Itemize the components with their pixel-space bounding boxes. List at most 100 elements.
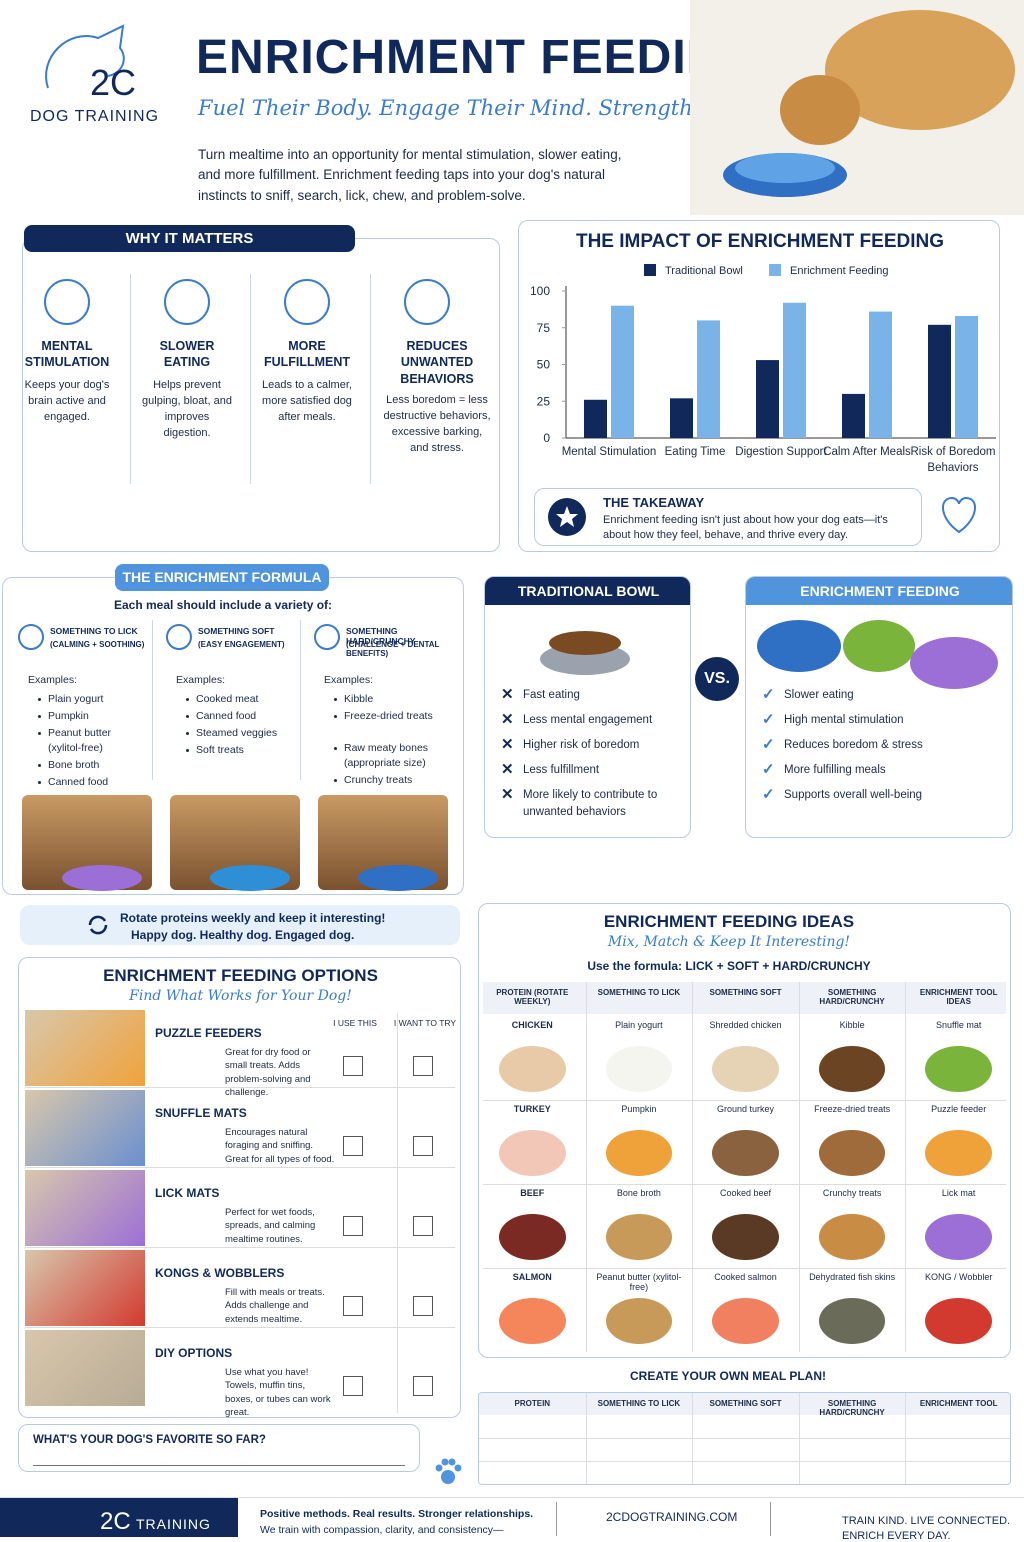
bullet	[334, 747, 337, 750]
footer-slogan1: TRAIN KIND. LIVE CONNECTED.	[842, 1515, 1011, 1527]
food-image	[712, 1046, 779, 1092]
icon-shape	[44, 279, 90, 325]
divider	[370, 274, 371, 484]
option-name: LICK MATS	[155, 1186, 220, 1200]
ideas-box: ENRICHMENT FEEDING IDEAS Mix, Match & Ke…	[478, 903, 1011, 1358]
bar	[697, 320, 720, 438]
list-item: More likely to contribute to unwanted be…	[523, 789, 658, 818]
rotate-icon	[88, 915, 108, 935]
checkbox[interactable]	[413, 1216, 433, 1236]
column-divider	[692, 982, 694, 1352]
example: Crunchy treats	[344, 774, 413, 786]
column-header: I USE THIS	[333, 1018, 377, 1028]
y-tick-label: 100	[530, 284, 550, 298]
column-header: ENRICHMENT TOOL IDEAS	[919, 988, 998, 1006]
row-divider	[25, 1247, 455, 1248]
logo-mark	[45, 24, 125, 89]
column-divider	[798, 1393, 800, 1484]
food-image	[925, 1130, 992, 1176]
food-image	[818, 1130, 886, 1176]
hero-illustration	[690, 0, 1024, 215]
footer-text: We train with compassion, clarity, and c…	[260, 1524, 504, 1536]
footer-slogan2: ENRICH EVERY DAY.	[842, 1530, 951, 1542]
cell-label: Cooked beef	[719, 1188, 771, 1198]
vs-badge: VS.	[695, 657, 739, 701]
example: Kibble	[344, 693, 374, 705]
example: Canned food	[48, 776, 109, 788]
why-item-title: MENTAL STIMULATION	[24, 339, 110, 370]
checkbox[interactable]	[343, 1136, 363, 1156]
checkbox[interactable]	[413, 1376, 433, 1396]
cell-label: Bone broth	[616, 1188, 661, 1198]
cell-label: Crunchy treats	[822, 1188, 882, 1198]
column-divider	[798, 982, 800, 1352]
bar	[928, 324, 951, 438]
row-divider	[25, 1087, 455, 1088]
checkbox[interactable]	[413, 1056, 433, 1076]
cell-label: Peanut butter (xylitol-free)	[596, 1272, 682, 1292]
example: Freeze-dried treats	[344, 710, 433, 722]
divider	[300, 620, 301, 780]
bullet	[186, 715, 189, 718]
checkbox[interactable]	[343, 1296, 363, 1316]
list-icon: ✓	[762, 711, 775, 728]
bullet	[38, 764, 41, 767]
checkbox[interactable]	[413, 1296, 433, 1316]
food-image	[605, 1214, 673, 1260]
food-image	[925, 1046, 992, 1092]
food-image	[499, 1046, 566, 1092]
bullet	[38, 732, 41, 735]
food-image	[818, 1046, 886, 1092]
bar	[584, 399, 607, 438]
why-icon	[44, 279, 90, 325]
why-icon	[284, 279, 330, 325]
feeder	[62, 865, 142, 891]
footer-brand-sub: TRAINING	[136, 1516, 211, 1532]
food-image	[925, 1214, 992, 1260]
meal-plan-title: CREATE YOUR OWN MEAL PLAN!	[629, 1369, 826, 1383]
example: Soft treats	[196, 744, 244, 756]
bullet	[334, 779, 337, 782]
why-item-text: Leads to a calmer, more satisfied dog af…	[262, 379, 352, 423]
column-divider	[585, 982, 587, 1352]
checkbox[interactable]	[343, 1056, 363, 1076]
option-photo	[25, 1330, 145, 1406]
takeaway-text: Enrichment feeding isn't just about how …	[603, 514, 888, 541]
bowl-icon	[540, 631, 630, 675]
list-icon: ✕	[501, 786, 514, 803]
list-icon: ✓	[762, 736, 775, 753]
checkbox[interactable]	[413, 1136, 433, 1156]
column-title: SOMETHING TO LICK	[50, 626, 138, 636]
checkbox[interactable]	[343, 1376, 363, 1396]
y-tick-label: 0	[543, 431, 550, 445]
list-item: More fulfilling meals	[784, 764, 886, 776]
list-item: Slower eating	[784, 689, 854, 701]
footer: 2C TRAINING Positive methods. Real resul…	[0, 1497, 1024, 1542]
food-image	[499, 1130, 566, 1176]
row-divider	[479, 1438, 1010, 1439]
cell-label: CHICKEN	[511, 1020, 553, 1030]
column-header: PROTEIN	[514, 1399, 551, 1408]
intro: Turn mealtime into an opportunity for me…	[198, 147, 622, 203]
feeder	[210, 865, 290, 891]
food-image	[605, 1046, 673, 1092]
takeaway: THE TAKEAWAY Enrichment feeding isn't ju…	[534, 488, 922, 546]
column-header: SOMETHING HARD/CRUNCHY	[819, 1399, 885, 1417]
checkbox[interactable]	[343, 1216, 363, 1236]
option-text: Fill with meals or treats. Adds challeng…	[225, 1287, 325, 1325]
column-divider	[692, 1393, 694, 1484]
column-header: SOMETHING SOFT	[709, 1399, 782, 1408]
list-item: Supports overall well-being	[784, 789, 923, 801]
answer-line	[33, 1465, 405, 1466]
example: Canned food	[196, 710, 257, 722]
list-icon: ✓	[762, 686, 775, 703]
row-divider	[483, 1100, 1006, 1101]
chart-title: THE IMPACT OF ENRICHMENT FEEDING	[575, 231, 945, 252]
divider	[250, 274, 251, 484]
column-header: PROTEIN (ROTATE WEEKLY)	[496, 988, 569, 1006]
column-subtitle: (CALMING + SOOTHING)	[50, 640, 145, 649]
favorite-box: WHAT'S YOUR DOG'S FAVORITE SO FAR?	[18, 1424, 420, 1472]
food-image	[499, 1298, 566, 1344]
example: Bone broth	[48, 759, 100, 771]
